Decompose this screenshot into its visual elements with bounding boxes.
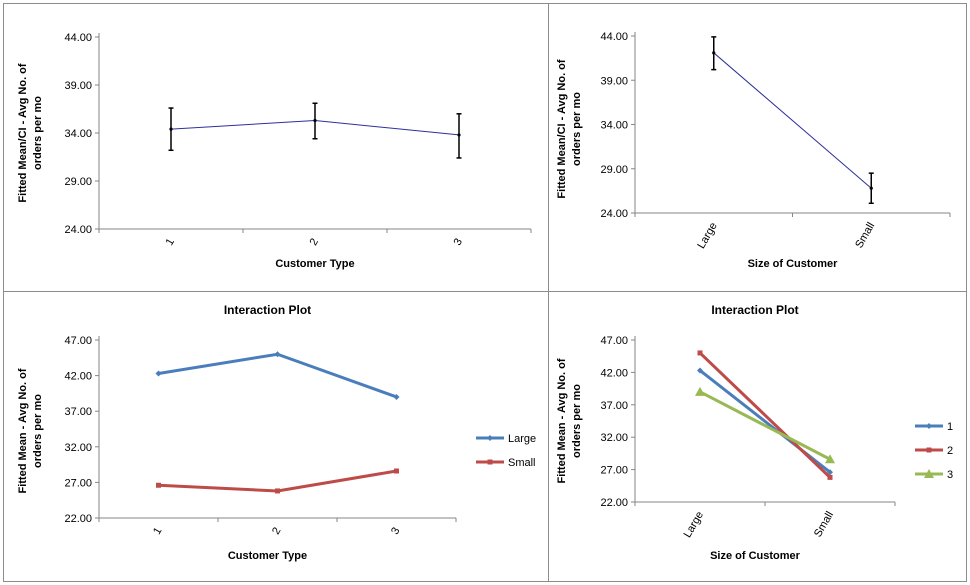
y-axis-title-line: Fitted Mean - Avg No. of bbox=[17, 368, 29, 493]
y-tick-label: 39.00 bbox=[600, 75, 628, 87]
y-axis-title-line: orders per mo bbox=[571, 92, 583, 166]
x-axis-title: Size of Customer bbox=[748, 258, 839, 270]
legend-marker bbox=[926, 447, 932, 453]
data-point bbox=[275, 488, 280, 494]
x-tick-label: 1 bbox=[164, 237, 177, 248]
data-point bbox=[697, 350, 703, 356]
y-tick-label: 39.00 bbox=[64, 80, 92, 92]
data-point bbox=[394, 468, 399, 474]
data-point bbox=[169, 127, 173, 131]
series-line-Fitted Mean bbox=[713, 52, 872, 189]
data-point bbox=[156, 482, 161, 488]
x-tick-label: Large bbox=[682, 510, 706, 540]
legend-label: 2 bbox=[947, 445, 953, 457]
y-tick-label: 44.00 bbox=[64, 32, 92, 44]
x-tick-label: 2 bbox=[270, 526, 283, 537]
y-axis-title-line: orders per mo bbox=[32, 96, 44, 170]
chart-svg: Interaction Plot 22.00 27.00 32.00 37.00 42.0… bbox=[556, 303, 953, 562]
data-point bbox=[825, 454, 835, 464]
y-tick-label: 29.00 bbox=[600, 164, 628, 176]
y-axis-title-line: Fitted Mean/CI - Avg No. of bbox=[17, 63, 29, 202]
x-axis-title: Size of Customer bbox=[710, 550, 801, 562]
y-tick-label: 34.00 bbox=[600, 120, 628, 132]
x-axis-title: Customer Type bbox=[228, 550, 307, 562]
data-point bbox=[827, 469, 833, 476]
y-axis-title: Fitted Mean/CI - Avg No. of orders per mo bbox=[556, 59, 583, 198]
y-tick-label: 47.00 bbox=[600, 335, 628, 347]
y-tick-label: 29.00 bbox=[64, 176, 92, 188]
x-tick-label: Large bbox=[695, 221, 719, 251]
data-point bbox=[695, 386, 705, 396]
series-line-2 bbox=[698, 351, 832, 479]
x-axis-title: Customer Type bbox=[275, 258, 354, 270]
legend-marker bbox=[487, 435, 493, 441]
data-point bbox=[712, 51, 716, 55]
y-tick-label: 32.00 bbox=[600, 432, 628, 444]
series-line-Large bbox=[158, 352, 398, 399]
legend-label: 1 bbox=[947, 421, 953, 433]
y-tick-label: 22.00 bbox=[64, 513, 92, 525]
series-line-3 bbox=[699, 390, 831, 461]
x-tick-label: 3 bbox=[389, 526, 402, 537]
y-tick-label: 24.00 bbox=[600, 208, 628, 220]
y-tick-label: 34.00 bbox=[64, 128, 92, 140]
y-tick-label: 42.00 bbox=[64, 371, 92, 383]
x-tick-label: 3 bbox=[452, 237, 465, 248]
chart-svg: 24.00 29.00 34.00 39.00 44.00 1 2 3 Customer Typ… bbox=[17, 32, 532, 270]
data-point bbox=[155, 370, 162, 377]
data-point bbox=[393, 393, 400, 400]
y-tick-label: 27.00 bbox=[64, 477, 92, 489]
legend-marker bbox=[926, 423, 932, 429]
y-axis-title-line: orders per mo bbox=[571, 384, 583, 458]
chart-title: Interaction Plot bbox=[224, 303, 311, 317]
y-tick-label: 22.00 bbox=[600, 497, 628, 509]
y-tick-label: 32.00 bbox=[64, 442, 92, 454]
interaction-plot-size-of-customer-chart: Interaction Plot 22.00 27.00 32.00 37.00 42.0… bbox=[548, 291, 967, 582]
x-tick-label: Small bbox=[853, 221, 877, 251]
chart-svg: Interaction Plot 22.00 27.00 32.00 37.00 42.0… bbox=[17, 303, 536, 562]
y-tick-label: 44.00 bbox=[600, 31, 628, 43]
y-axis-title-line: Fitted Mean/CI - Avg No. of bbox=[556, 59, 568, 198]
legend-label: Large bbox=[508, 433, 536, 445]
y-tick-label: 47.00 bbox=[64, 335, 92, 347]
y-axis-title: Fitted Mean - Avg No. of orders per mo bbox=[17, 368, 44, 493]
x-tick-label: 2 bbox=[308, 237, 321, 248]
legend-label: Small bbox=[508, 457, 536, 469]
chart-svg: 24.00 29.00 34.00 39.00 44.00 Large Small Size … bbox=[556, 31, 951, 270]
legend-marker bbox=[924, 469, 934, 478]
legend-label: 3 bbox=[947, 469, 953, 481]
y-tick-label: 37.00 bbox=[600, 400, 628, 412]
main-effect-size-of-customer-chart: 24.00 29.00 34.00 39.00 44.00 Large Small Size … bbox=[548, 3, 967, 292]
data-point bbox=[697, 367, 703, 374]
y-axis-title: Fitted Mean/CI - Avg No. of orders per mo bbox=[17, 63, 44, 202]
y-axis-title-line: orders per mo bbox=[32, 394, 44, 468]
data-point bbox=[274, 351, 281, 358]
y-tick-label: 37.00 bbox=[64, 406, 92, 418]
x-tick-label: Small bbox=[812, 510, 836, 540]
main-effect-customer-type-chart: 24.00 29.00 34.00 39.00 44.00 1 2 3 Customer Typ… bbox=[3, 3, 549, 292]
y-tick-label: 24.00 bbox=[64, 224, 92, 236]
data-point bbox=[827, 474, 833, 480]
legend-marker bbox=[487, 459, 493, 465]
data-point bbox=[457, 133, 461, 137]
chart-title: Interaction Plot bbox=[711, 303, 798, 317]
y-tick-label: 42.00 bbox=[600, 367, 628, 379]
data-point bbox=[313, 118, 317, 123]
data-point bbox=[869, 186, 873, 190]
y-tick-label: 27.00 bbox=[600, 465, 628, 477]
interaction-plot-customer-type-chart: Interaction Plot 22.00 27.00 32.00 37.00 42.0… bbox=[3, 291, 549, 582]
y-axis-title-line: Fitted Mean - Avg No. of bbox=[556, 358, 568, 483]
y-axis-title: Fitted Mean - Avg No. of orders per mo bbox=[556, 358, 583, 483]
x-tick-label: 1 bbox=[151, 526, 164, 537]
series-line-Small bbox=[158, 469, 397, 493]
